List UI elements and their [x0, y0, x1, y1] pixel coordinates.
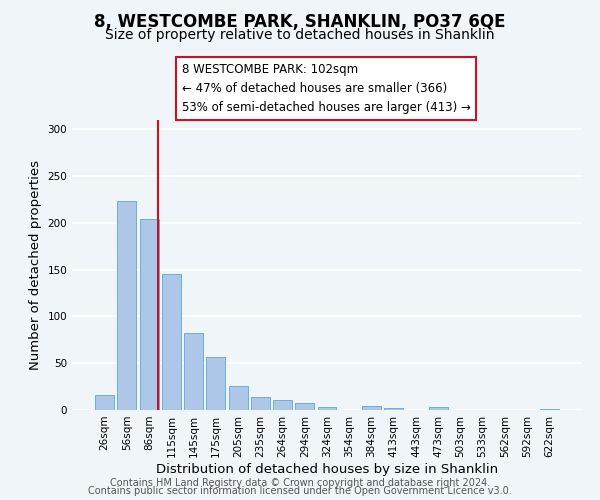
- Bar: [362, 406, 381, 410]
- Text: 8, WESTCOMBE PARK, SHANKLIN, PO37 6QE: 8, WESTCOMBE PARK, SHANKLIN, PO37 6QE: [94, 12, 506, 30]
- Bar: [295, 404, 314, 410]
- Bar: [429, 407, 448, 410]
- Bar: [95, 395, 114, 410]
- Bar: [384, 408, 403, 410]
- Bar: [229, 386, 248, 410]
- Bar: [540, 409, 559, 410]
- Bar: [184, 334, 203, 410]
- Bar: [162, 274, 181, 410]
- Bar: [273, 400, 292, 410]
- X-axis label: Distribution of detached houses by size in Shanklin: Distribution of detached houses by size …: [156, 462, 498, 475]
- Bar: [317, 407, 337, 410]
- Bar: [251, 397, 270, 410]
- Bar: [206, 356, 225, 410]
- Text: Size of property relative to detached houses in Shanklin: Size of property relative to detached ho…: [105, 28, 495, 42]
- Text: Contains public sector information licensed under the Open Government Licence v3: Contains public sector information licen…: [88, 486, 512, 496]
- Text: Contains HM Land Registry data © Crown copyright and database right 2024.: Contains HM Land Registry data © Crown c…: [110, 478, 490, 488]
- Bar: [118, 202, 136, 410]
- Text: 8 WESTCOMBE PARK: 102sqm
← 47% of detached houses are smaller (366)
53% of semi-: 8 WESTCOMBE PARK: 102sqm ← 47% of detach…: [182, 63, 470, 114]
- Bar: [140, 219, 158, 410]
- Y-axis label: Number of detached properties: Number of detached properties: [29, 160, 42, 370]
